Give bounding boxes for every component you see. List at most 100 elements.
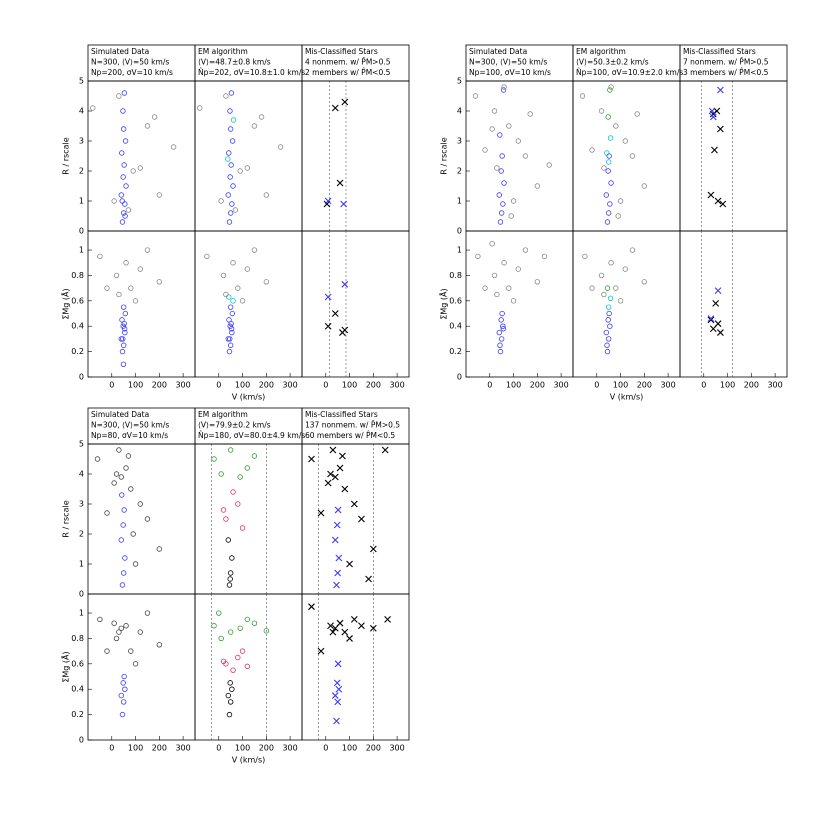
point bbox=[508, 213, 514, 219]
cross-marker bbox=[334, 506, 342, 514]
point bbox=[122, 138, 129, 144]
x-tick-label: 200 bbox=[744, 381, 759, 390]
cross-marker bbox=[308, 455, 315, 463]
y-tick-label: 0.4 bbox=[71, 322, 84, 331]
y-axis-label: ΣMg (Å) bbox=[438, 288, 449, 319]
point bbox=[227, 126, 234, 132]
point bbox=[582, 253, 588, 260]
y-axis-label: ΣMg (Å) bbox=[60, 288, 71, 319]
point bbox=[113, 635, 120, 642]
point bbox=[605, 168, 611, 174]
point bbox=[608, 260, 614, 266]
cross-marker bbox=[350, 500, 358, 508]
panel-frame bbox=[194, 80, 303, 232]
point bbox=[120, 522, 126, 528]
cross-marker bbox=[324, 322, 332, 330]
point bbox=[534, 279, 541, 285]
point bbox=[244, 165, 251, 171]
y-tick-label: 0.6 bbox=[71, 659, 84, 668]
point bbox=[118, 336, 124, 342]
point bbox=[144, 610, 151, 616]
point bbox=[579, 93, 586, 99]
point bbox=[613, 123, 619, 129]
point bbox=[546, 162, 552, 168]
point bbox=[244, 663, 251, 670]
point bbox=[498, 317, 504, 323]
point bbox=[220, 507, 227, 513]
point bbox=[489, 126, 495, 132]
point bbox=[111, 620, 117, 626]
cross-marker bbox=[339, 452, 346, 460]
cross-marker bbox=[331, 536, 339, 544]
x-tick-label: 200 bbox=[152, 381, 167, 390]
x-tick-label: 100 bbox=[342, 381, 357, 390]
point bbox=[605, 317, 611, 323]
cross-marker bbox=[334, 660, 342, 668]
point bbox=[230, 260, 236, 266]
point bbox=[235, 285, 241, 291]
point bbox=[263, 192, 270, 198]
point bbox=[244, 616, 251, 623]
point bbox=[120, 680, 126, 686]
point bbox=[258, 114, 265, 120]
cross-marker bbox=[340, 200, 347, 208]
panel-header: Mis-Classified Stars bbox=[305, 47, 378, 56]
point bbox=[622, 266, 629, 272]
point bbox=[500, 323, 506, 329]
point bbox=[604, 348, 611, 355]
cross-marker bbox=[324, 293, 332, 301]
cross-marker bbox=[335, 554, 343, 562]
point bbox=[123, 623, 129, 629]
point bbox=[251, 247, 258, 253]
x-tick-label: 100 bbox=[342, 744, 357, 753]
point bbox=[230, 667, 236, 673]
point bbox=[119, 582, 126, 588]
point bbox=[120, 570, 127, 576]
point bbox=[227, 699, 234, 705]
point bbox=[225, 692, 231, 699]
y-tick-label: 0.6 bbox=[449, 296, 462, 305]
cross-marker bbox=[346, 635, 353, 642]
point bbox=[229, 555, 235, 561]
y-tick-label: 5 bbox=[79, 440, 84, 449]
cross-marker bbox=[333, 581, 340, 589]
point bbox=[491, 272, 498, 279]
cross-marker bbox=[712, 299, 720, 307]
point bbox=[501, 260, 507, 266]
point bbox=[97, 616, 103, 623]
point bbox=[497, 132, 503, 138]
y-tick-label: 0 bbox=[457, 227, 462, 236]
point bbox=[604, 150, 610, 156]
point bbox=[500, 87, 507, 93]
point bbox=[598, 272, 605, 279]
point bbox=[156, 192, 163, 198]
point bbox=[251, 453, 258, 459]
header-frame bbox=[301, 44, 410, 82]
point bbox=[522, 153, 529, 159]
point bbox=[97, 253, 103, 260]
point bbox=[227, 629, 234, 635]
cross-marker bbox=[717, 86, 724, 94]
point bbox=[226, 150, 232, 156]
panel-frame bbox=[194, 230, 303, 378]
point bbox=[641, 279, 648, 285]
cross-marker bbox=[709, 325, 717, 333]
point bbox=[118, 192, 124, 198]
point bbox=[498, 336, 505, 342]
point bbox=[237, 625, 243, 631]
y-tick-label: 1 bbox=[79, 560, 84, 569]
cross-marker bbox=[335, 685, 343, 693]
point bbox=[607, 295, 614, 301]
point bbox=[472, 93, 479, 99]
y-tick-label: 0 bbox=[79, 227, 84, 236]
x-tick-label: 300 bbox=[660, 381, 675, 390]
header-frame bbox=[301, 407, 410, 445]
point bbox=[497, 348, 504, 355]
point bbox=[605, 159, 612, 165]
point bbox=[227, 304, 234, 310]
point bbox=[118, 692, 124, 699]
point bbox=[116, 93, 122, 99]
point bbox=[244, 465, 251, 471]
point bbox=[232, 207, 239, 213]
point bbox=[119, 348, 126, 355]
